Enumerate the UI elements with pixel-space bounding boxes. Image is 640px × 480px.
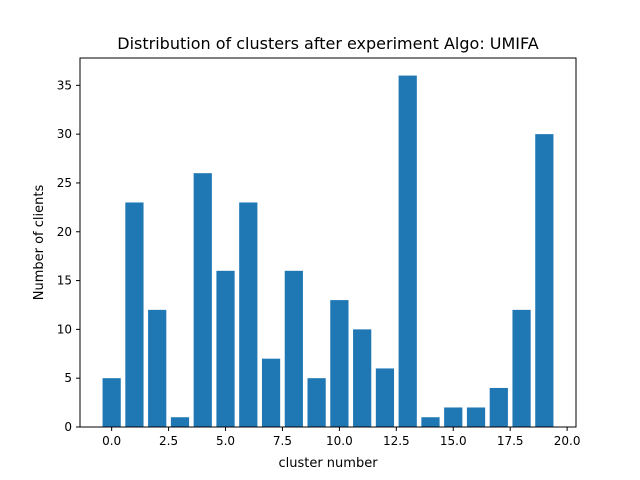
x-tick-label: 12.5: [383, 434, 410, 448]
bar-cluster-7: [261, 358, 281, 427]
x-tick-label: 2.5: [159, 434, 178, 448]
bar-cluster-10: [330, 300, 349, 427]
x-tick-label: 0.0: [102, 434, 121, 448]
plot-frame: [79, 57, 577, 428]
bar-cluster-13: [398, 75, 417, 427]
bar-cluster-12: [375, 368, 395, 427]
x-tick-label: 20.0: [554, 434, 581, 448]
chart-title: Distribution of clusters after experimen…: [117, 34, 538, 53]
y-tick-label: 25: [57, 176, 72, 190]
y-tick-label: 35: [57, 78, 72, 92]
bars-group: [102, 75, 554, 427]
bar-cluster-6: [239, 202, 258, 427]
bar-cluster-4: [193, 173, 212, 427]
y-axis-ticks: 0 5 10 15 20 25 30 35: [57, 78, 80, 434]
x-tick-label: 17.5: [497, 434, 524, 448]
y-tick-label: 0: [64, 420, 72, 434]
y-axis-label: Number of clients: [32, 185, 47, 301]
y-tick-label: 20: [57, 225, 72, 239]
x-tick-label: 15.0: [440, 434, 467, 448]
y-tick-label: 10: [57, 322, 72, 336]
bar-cluster-0: [102, 378, 121, 427]
bar-cluster-3: [170, 417, 190, 427]
y-tick-label: 15: [57, 274, 72, 288]
bar-cluster-1: [125, 202, 144, 427]
y-tick-label: 5: [64, 371, 72, 385]
bar-cluster-5: [216, 270, 235, 427]
bar-cluster-15: [444, 407, 463, 427]
bar-cluster-18: [512, 309, 531, 427]
bar-cluster-19: [535, 134, 554, 427]
x-tick-label: 10.0: [326, 434, 353, 448]
bar-cluster-11: [353, 329, 372, 427]
x-axis-label: cluster number: [278, 456, 378, 471]
bar-cluster-9: [307, 378, 326, 427]
x-tick-label: 7.5: [273, 434, 292, 448]
y-tick-label: 30: [57, 127, 72, 141]
x-tick-label: 5.0: [216, 434, 235, 448]
x-axis-ticks: 0.0 2.5 5.0 7.5 10.0 12.5 15.0 17.5 20.0: [102, 427, 580, 448]
bar-cluster-2: [148, 309, 167, 427]
bar-cluster-14: [421, 417, 440, 427]
bar-cluster-8: [284, 270, 303, 427]
bar-cluster-17: [489, 387, 508, 427]
bar-cluster-16: [466, 407, 486, 427]
